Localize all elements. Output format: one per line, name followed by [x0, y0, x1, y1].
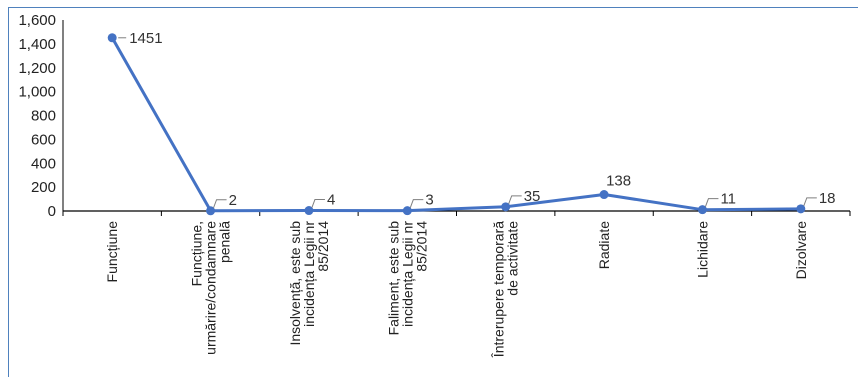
category-label-line: 85/2014 [315, 221, 331, 272]
data-point [402, 206, 412, 216]
data-label-leader [311, 199, 325, 208]
category-label: Lichidare [694, 221, 710, 278]
data-label-leader [508, 195, 522, 204]
data-label: 4 [327, 192, 335, 209]
category-label: Radiate [596, 221, 612, 269]
data-point [206, 206, 216, 216]
category-label-line: Funcțiune, [189, 221, 205, 286]
y-tick-label: 600 [31, 131, 56, 148]
y-tick-label: 1,400 [18, 36, 56, 53]
y-tick-label: 200 [31, 179, 56, 196]
data-label: 11 [720, 191, 736, 208]
data-point [697, 205, 707, 215]
data-point [501, 202, 511, 212]
data-label: 3 [425, 192, 433, 209]
chart-frame [8, 7, 858, 377]
y-tick-label: 1,200 [18, 60, 56, 77]
category-label: Dizolvare [793, 221, 809, 280]
data-point [107, 33, 117, 43]
category-label-line: Funcțiune [104, 221, 120, 283]
category-label-line: 85/2014 [413, 221, 429, 272]
data-label: 138 [606, 173, 631, 190]
y-tick-label: 1,000 [18, 84, 56, 101]
category-label-line: Insolvență, este sub [287, 221, 303, 346]
data-label-leader [213, 199, 227, 208]
data-label: 35 [524, 188, 541, 205]
y-tick-label: 800 [31, 108, 56, 125]
data-point [304, 206, 314, 216]
category-label-line: Dizolvare [793, 221, 809, 280]
data-point [599, 190, 609, 200]
data-label: 18 [819, 190, 836, 207]
y-tick-label: 1,600 [18, 12, 56, 29]
category-label-line: urmărire/condamnare [203, 221, 219, 355]
category-label: Funcțiune [104, 221, 120, 283]
data-label: 1451 [129, 30, 162, 47]
series-line [110, 37, 801, 213]
y-tick-label: 400 [31, 155, 56, 172]
category-label-line: Întrerupere temporară [491, 221, 507, 358]
category-label-line: Radiate [596, 221, 612, 269]
category-label-line: penală [217, 221, 233, 263]
category-label-line: Lichidare [694, 221, 710, 278]
data-point [796, 204, 806, 214]
data-label-leader [704, 198, 719, 207]
data-label-leader [409, 199, 424, 208]
category-label-line: incidența Legii nr [301, 221, 317, 327]
category-label-line: Faliment, este sub [385, 221, 401, 336]
category-label-line: incidența Legii nr [399, 221, 415, 327]
y-tick-label: 0 [48, 203, 56, 220]
category-label-line: de activitate [505, 221, 521, 296]
data-label: 2 [229, 192, 237, 209]
data-label-leader [803, 197, 817, 207]
